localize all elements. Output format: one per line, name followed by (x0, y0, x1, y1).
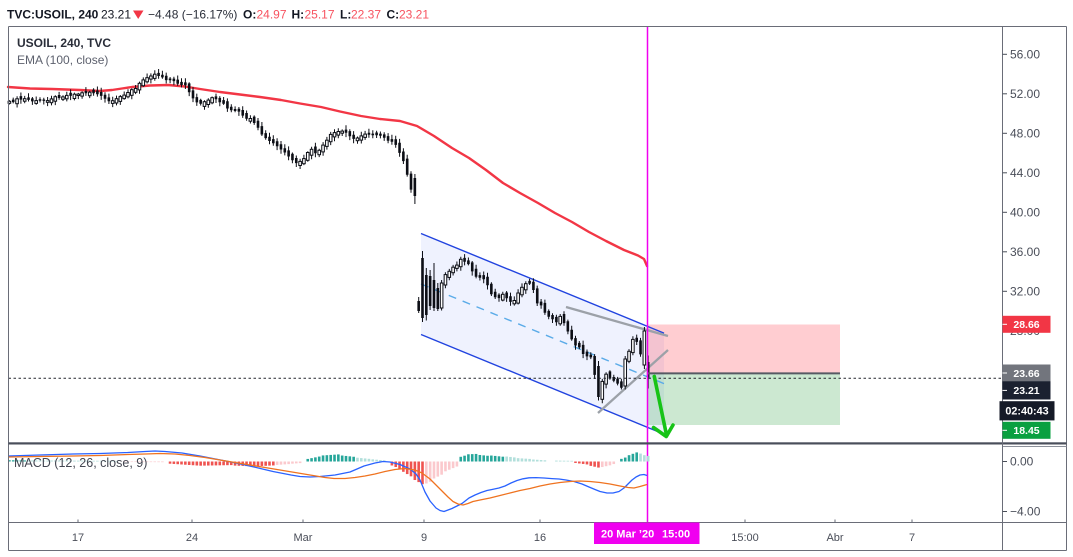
svg-text:48.00: 48.00 (1010, 127, 1040, 141)
svg-text:Abr: Abr (826, 532, 843, 544)
svg-text:17: 17 (72, 532, 84, 544)
svg-text:25.17: 25.17 (305, 8, 335, 22)
svg-text:28.66: 28.66 (1013, 319, 1039, 331)
svg-text:O:: O: (243, 8, 256, 22)
svg-text:44.00: 44.00 (1010, 166, 1040, 180)
svg-text:23.21: 23.21 (1013, 385, 1039, 397)
svg-text:15:00: 15:00 (731, 532, 759, 544)
svg-text:23.66: 23.66 (1013, 368, 1039, 380)
svg-text:7: 7 (909, 532, 915, 544)
svg-text:C:: C: (387, 8, 400, 22)
svg-text:40.00: 40.00 (1010, 206, 1040, 220)
svg-text:02:40:43: 02:40:43 (1005, 406, 1048, 418)
svg-text:TVC:USOIL, 240: TVC:USOIL, 240 (7, 8, 99, 22)
svg-text:24: 24 (186, 532, 198, 544)
svg-text:EMA (100, close): EMA (100, close) (17, 53, 108, 67)
svg-text:23.21: 23.21 (101, 8, 131, 22)
svg-text:0.00: 0.00 (1010, 455, 1034, 469)
svg-text:23.21: 23.21 (399, 8, 429, 22)
svg-text:20 Mar ’20: 20 Mar ’20 (601, 529, 654, 541)
svg-text:L:: L: (340, 8, 351, 22)
svg-text:H:: H: (292, 8, 305, 22)
svg-text:24.97: 24.97 (257, 8, 287, 22)
svg-text:52.00: 52.00 (1010, 87, 1040, 101)
svg-text:32.00: 32.00 (1010, 285, 1040, 299)
svg-text:MACD (12, 26, close, 9): MACD (12, 26, close, 9) (14, 456, 147, 470)
svg-text:Mar: Mar (294, 532, 313, 544)
svg-text:16: 16 (534, 532, 546, 544)
svg-text:18.45: 18.45 (1013, 425, 1039, 437)
svg-text:15:00: 15:00 (662, 529, 690, 541)
svg-text:USOIL, 240, TVC: USOIL, 240, TVC (17, 36, 111, 50)
svg-text:9: 9 (421, 532, 427, 544)
svg-text:36.00: 36.00 (1010, 245, 1040, 259)
svg-text:−4.00: −4.00 (1010, 505, 1041, 519)
svg-text:56.00: 56.00 (1010, 48, 1040, 62)
svg-text:22.37: 22.37 (351, 8, 381, 22)
svg-text:−4.48 (−16.17%): −4.48 (−16.17%) (148, 8, 237, 22)
